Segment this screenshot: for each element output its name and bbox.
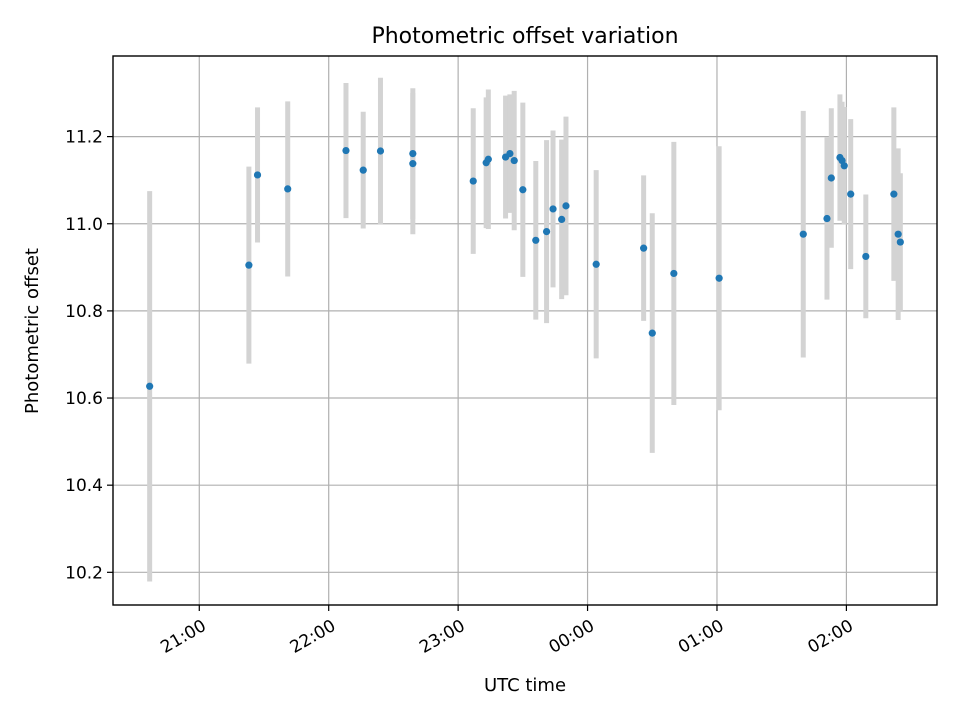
data-point <box>284 185 292 193</box>
data-point <box>342 146 350 155</box>
data-point <box>506 150 514 158</box>
data-point <box>549 205 557 213</box>
data-point <box>648 329 656 337</box>
data-point <box>592 260 600 268</box>
y-tick-label: 11.2 <box>65 128 103 148</box>
x-tick-label: 23:00 <box>416 616 468 658</box>
data-point <box>823 214 831 223</box>
data-point <box>840 162 848 170</box>
y-tick-label: 10.8 <box>65 302 103 322</box>
data-point <box>510 156 518 165</box>
axis-ticks: 21:00 22:00 23:00 00:00 01:00 02:00 10.2 10.4 10… <box>65 128 857 658</box>
data-point <box>827 174 835 182</box>
data-point <box>532 236 540 244</box>
data-point <box>562 202 570 210</box>
x-tick-label: 02:00 <box>804 616 856 658</box>
data-point <box>847 190 855 198</box>
plot-frame <box>112 55 938 606</box>
y-tick-label: 10.2 <box>65 563 103 583</box>
x-tick-label: 21:00 <box>157 616 209 658</box>
data-point <box>890 190 898 198</box>
data-point <box>558 215 566 223</box>
data-point <box>670 269 678 278</box>
x-axis-label: UTC time <box>484 675 566 696</box>
x-tick-label: 22:00 <box>287 616 339 658</box>
data-point <box>484 155 492 163</box>
data-point <box>376 147 385 155</box>
data-point <box>640 244 648 252</box>
data-point <box>519 186 527 194</box>
data-point <box>409 160 417 168</box>
data-point <box>245 261 253 269</box>
x-tick-label: 00:00 <box>546 616 598 658</box>
data-point <box>359 166 367 174</box>
y-tick-label: 11.0 <box>65 215 103 235</box>
data-point <box>253 171 262 179</box>
y-axis-label: Photometric offset <box>22 248 43 414</box>
data-point <box>146 382 154 390</box>
data-points <box>146 146 904 390</box>
data-point <box>409 150 417 158</box>
data-point <box>715 274 723 282</box>
y-tick-label: 10.4 <box>65 476 103 496</box>
y-tick-label: 10.6 <box>65 389 103 409</box>
data-point <box>896 238 904 246</box>
chart-title: Photometric offset variation <box>371 24 678 49</box>
x-tick-label: 01:00 <box>675 616 727 658</box>
data-point <box>894 230 902 238</box>
data-point <box>542 227 551 236</box>
data-point <box>469 177 477 185</box>
data-point <box>862 252 870 261</box>
data-point <box>799 230 807 238</box>
error-bars <box>147 77 903 582</box>
